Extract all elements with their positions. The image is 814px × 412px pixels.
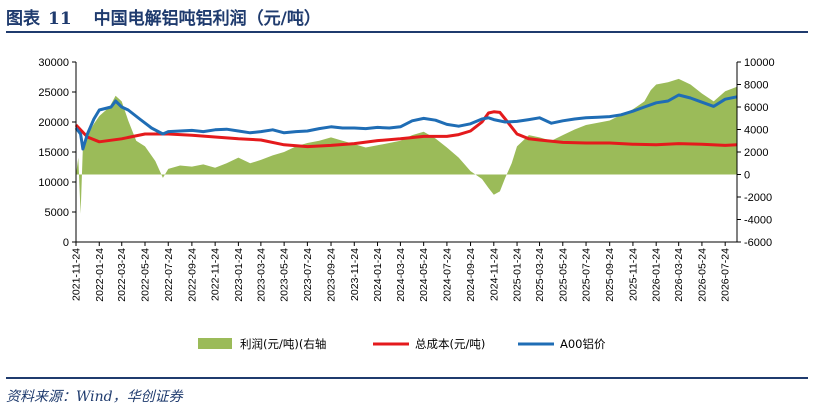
figure-caption: 中国电解铝吨铝利润（元/吨） bbox=[93, 9, 321, 29]
source-note: 资料来源：Wind，华创证券 bbox=[6, 389, 183, 405]
legend-swatch-profit bbox=[198, 338, 232, 349]
x-tick-label: 2022-03-24 bbox=[116, 248, 128, 302]
x-tick-label: 2023-01-24 bbox=[233, 248, 245, 302]
x-tick-label: 2026-03-24 bbox=[673, 248, 685, 302]
y-left-tick-label: 10000 bbox=[38, 177, 69, 189]
figure-title: 图表 11 中国电解铝吨铝利润（元/吨） bbox=[6, 4, 321, 29]
y-right-tick-label: 4000 bbox=[744, 125, 768, 137]
y-right-tick-label: 8000 bbox=[744, 80, 768, 92]
x-tick-label: 2025-01-24 bbox=[512, 248, 524, 302]
legend-label: 总成本(元/吨) bbox=[415, 337, 485, 351]
x-tick-label: 2023-05-24 bbox=[279, 248, 291, 302]
series-price-line bbox=[74, 93, 738, 151]
x-tick-label: 2024-05-24 bbox=[418, 248, 430, 302]
series-cost-line bbox=[74, 110, 738, 149]
y-left-tick-label: 5000 bbox=[45, 207, 69, 219]
y-right-tick-label: 10000 bbox=[744, 57, 775, 69]
y-right-tick-label: 6000 bbox=[744, 102, 768, 114]
y-left-tick-label: 15000 bbox=[38, 147, 69, 159]
y-right-tick-label: 2000 bbox=[744, 147, 768, 159]
y-right-tick-label: -2000 bbox=[744, 192, 772, 204]
y-right-tick-label: 0 bbox=[744, 170, 750, 182]
x-tick-label: 2024-03-24 bbox=[395, 248, 407, 302]
figure-label: 图表 bbox=[6, 9, 40, 29]
y-left-tick-label: 0 bbox=[63, 237, 69, 249]
y-left-tick-label: 20000 bbox=[38, 117, 69, 129]
x-tick-label: 2022-11-24 bbox=[210, 248, 222, 301]
x-tick-label: 2024-01-24 bbox=[372, 248, 384, 302]
x-tick-label: 2021-11-24 bbox=[71, 248, 83, 301]
y-right-tick-label: -6000 bbox=[744, 237, 772, 249]
figure-number: 11 bbox=[48, 9, 72, 29]
x-tick-label: 2023-11-24 bbox=[349, 248, 361, 301]
x-tick-label: 2025-09-24 bbox=[604, 248, 616, 302]
x-tick-label: 2022-07-24 bbox=[163, 248, 175, 302]
x-tick-label: 2025-07-24 bbox=[581, 248, 593, 302]
title-rule bbox=[6, 31, 808, 33]
legend-label: 利润(元/吨)(右轴 bbox=[240, 337, 326, 351]
x-tick-label: 2026-01-24 bbox=[651, 248, 663, 302]
x-tick-label: 2025-03-24 bbox=[534, 248, 546, 302]
x-tick-label: 2023-07-24 bbox=[302, 248, 314, 302]
legend-label: A00铝价 bbox=[560, 337, 606, 351]
profit-chart: 050001000015000200002500030000-6000-4000… bbox=[38, 57, 775, 351]
y-left-tick-label: 30000 bbox=[38, 57, 69, 69]
x-tick-label: 2022-01-24 bbox=[94, 248, 106, 302]
x-tick-label: 2024-07-24 bbox=[441, 248, 453, 302]
x-tick-label: 2022-09-24 bbox=[186, 248, 198, 302]
x-tick-label: 2024-09-24 bbox=[465, 248, 477, 302]
x-tick-label: 2025-05-24 bbox=[557, 248, 569, 302]
series-profit-area bbox=[76, 78, 737, 214]
x-tick-label: 2026-05-24 bbox=[696, 248, 708, 302]
x-tick-label: 2024-11-24 bbox=[488, 248, 500, 301]
x-tick-label: 2023-03-24 bbox=[255, 248, 267, 302]
source-rule bbox=[6, 377, 808, 379]
x-tick-label: 2026-07-24 bbox=[720, 248, 732, 302]
y-right-tick-label: -4000 bbox=[744, 215, 772, 227]
y-left-tick-label: 25000 bbox=[38, 87, 69, 99]
x-tick-label: 2022-05-24 bbox=[139, 248, 151, 302]
x-tick-label: 2025-11-24 bbox=[627, 248, 639, 301]
x-tick-label: 2023-09-24 bbox=[326, 248, 338, 302]
